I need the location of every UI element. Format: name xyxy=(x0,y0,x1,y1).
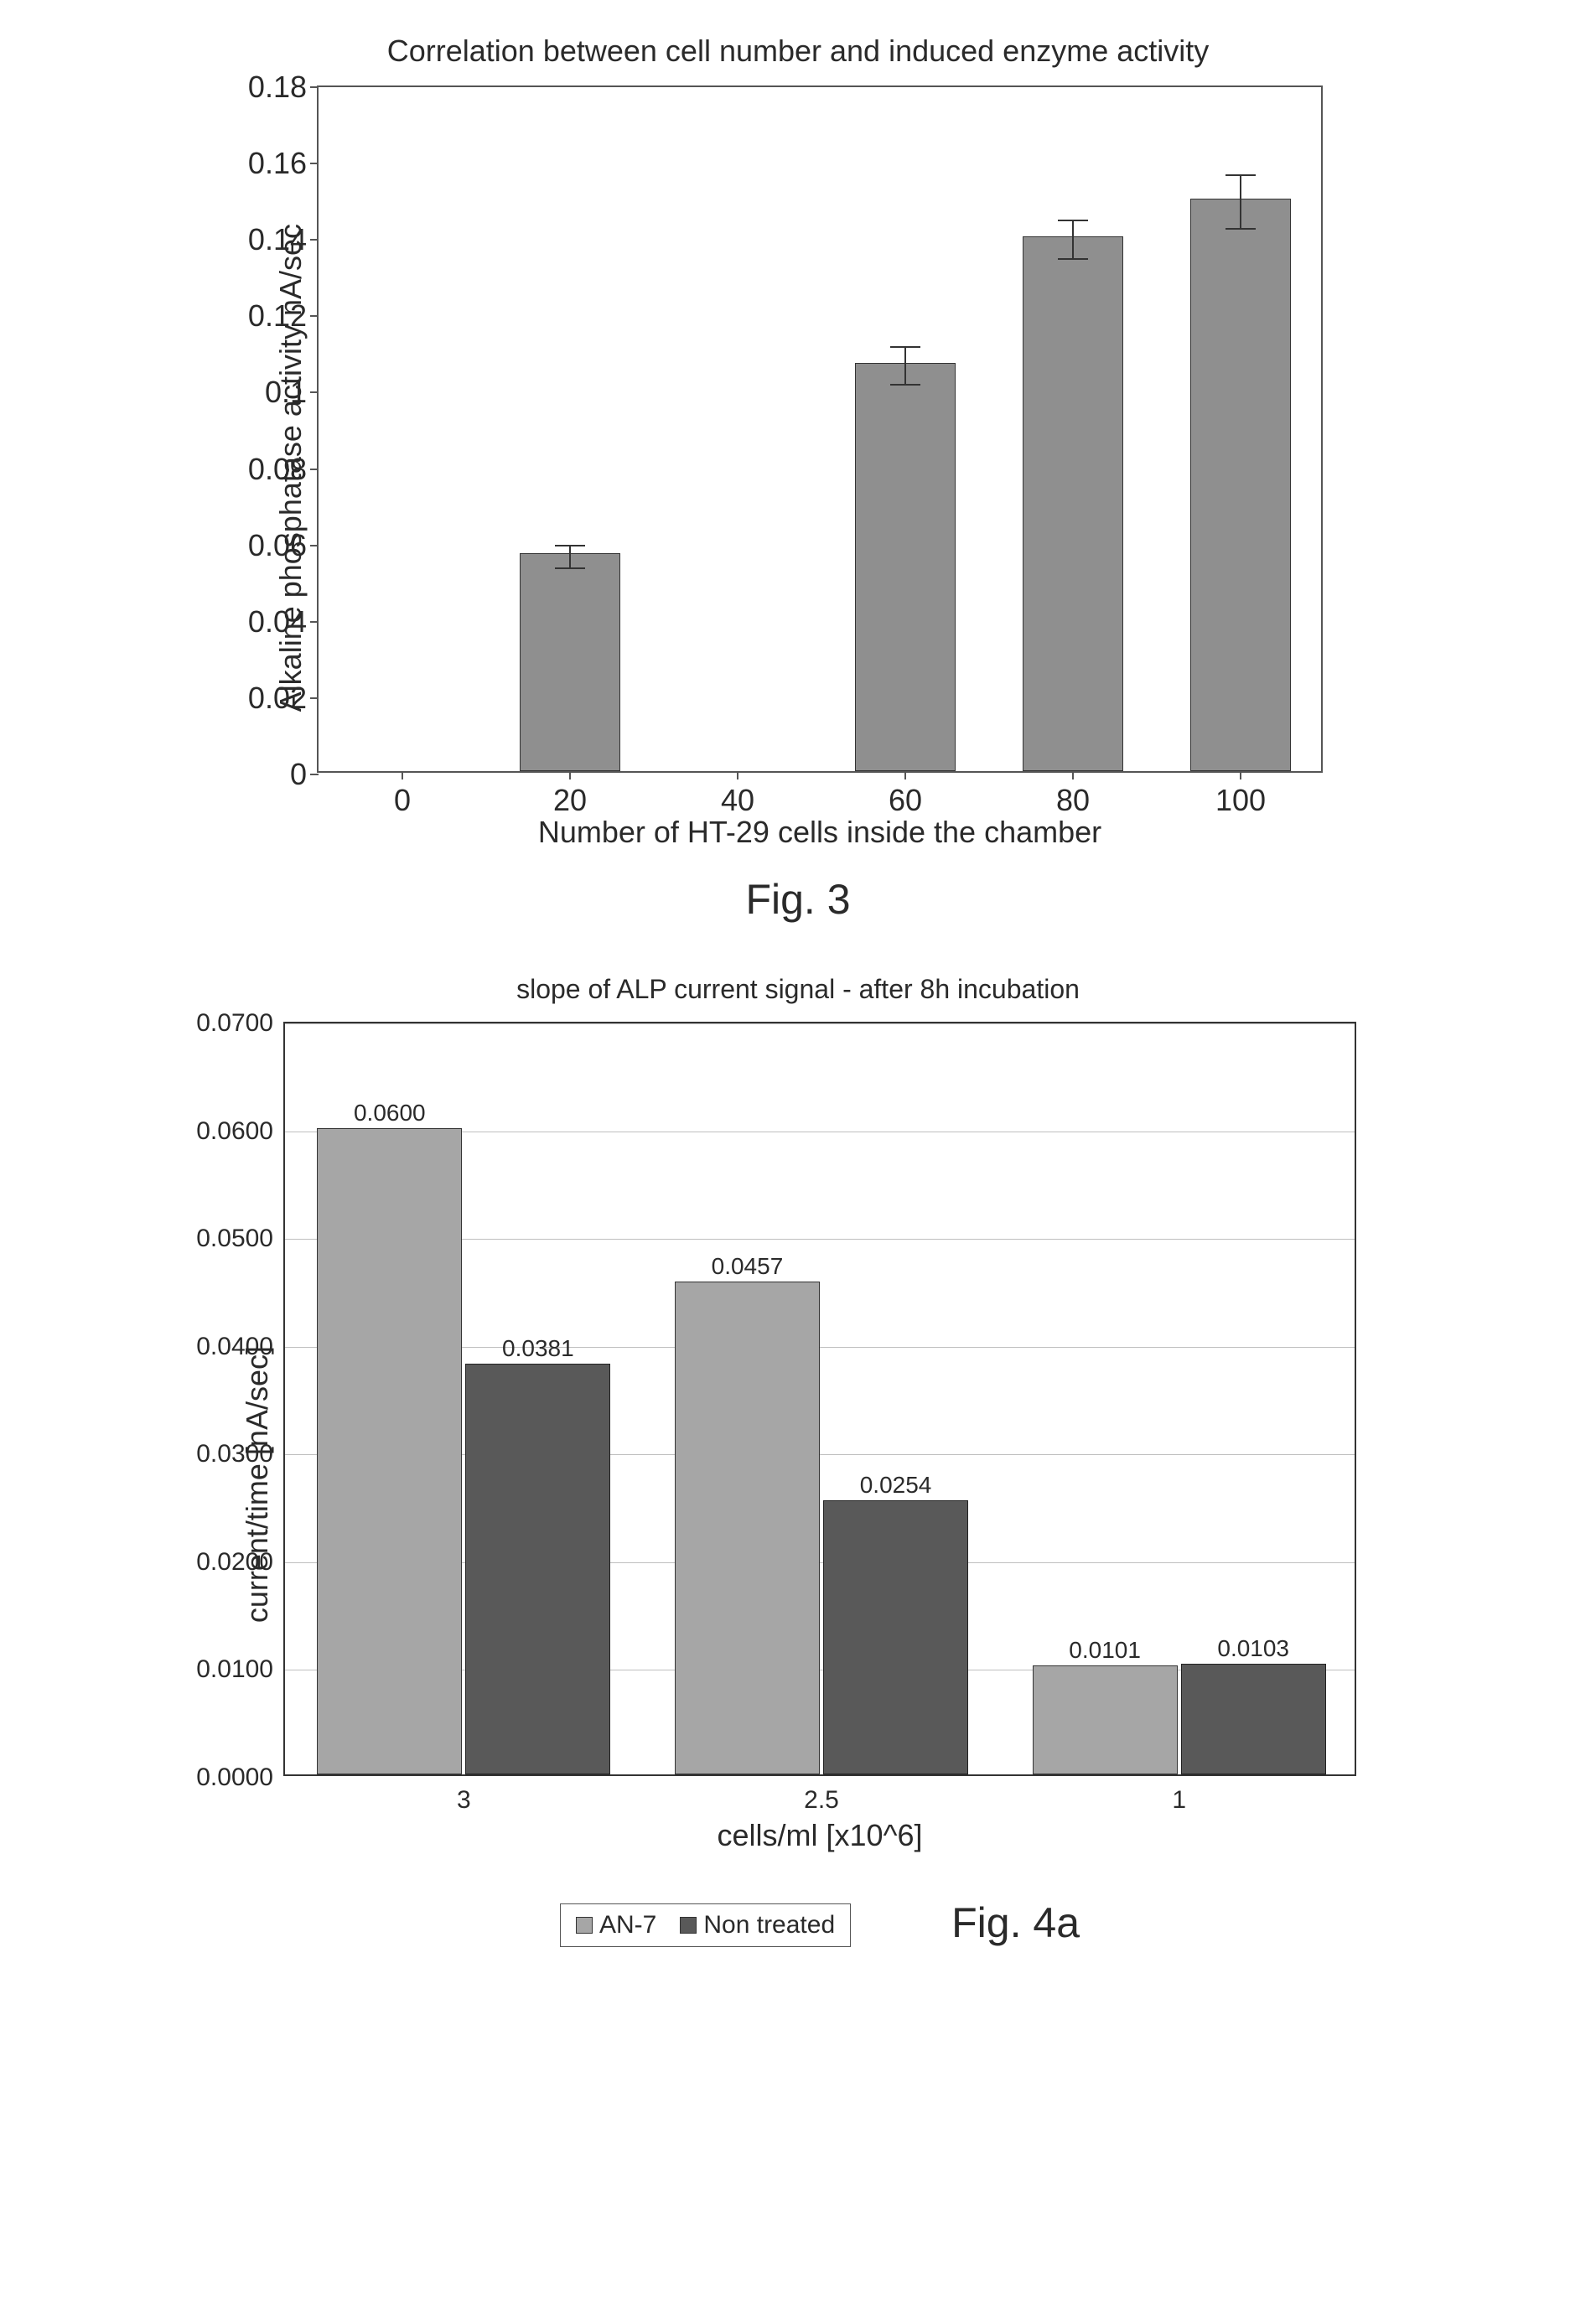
fig3-ytick-mark xyxy=(310,239,319,241)
fig4a-value-label: 0.0254 xyxy=(860,1472,932,1499)
fig3-bar xyxy=(1023,236,1123,771)
fig3-errorbar xyxy=(1072,220,1074,259)
fig3-xtick-mark xyxy=(569,771,571,779)
fig3-bar xyxy=(855,363,956,771)
fig4a-ytick-label: 0.0000 xyxy=(196,1763,273,1792)
fig3-xtick-label: 40 xyxy=(721,783,754,818)
fig4a-caption: Fig. 4a xyxy=(951,1898,1080,1947)
fig4a-value-label: 0.0457 xyxy=(712,1253,784,1280)
fig4a-gridline xyxy=(285,1023,1355,1024)
fig3-ytick-mark xyxy=(310,545,319,546)
fig4a-title: slope of ALP current signal - after 8h i… xyxy=(34,974,1562,1005)
fig3-errorbar-cap xyxy=(555,567,585,569)
fig4a-plot-area: 0.00000.01000.02000.03000.04000.05000.06… xyxy=(283,1022,1356,1776)
fig4a-x-axis-label: cells/ml [x10^6] xyxy=(718,1818,923,1853)
fig3-xtick-mark xyxy=(904,771,906,779)
fig4a-legend-label: Non treated xyxy=(703,1911,835,1940)
fig3-ytick-mark xyxy=(310,697,319,699)
fig3-xtick-mark xyxy=(737,771,738,779)
fig3-ytick-mark xyxy=(310,163,319,164)
fig4a-ytick-label: 0.0600 xyxy=(196,1117,273,1146)
fig4a-ytick-label: 0.0400 xyxy=(196,1333,273,1361)
fig3-xtick-label: 80 xyxy=(1056,783,1090,818)
fig4a-bar xyxy=(823,1500,968,1774)
fig3-errorbar-cap xyxy=(890,384,920,386)
fig4a-legend-swatch xyxy=(576,1917,593,1934)
fig4a-xtick-label: 3 xyxy=(457,1786,471,1815)
fig3-ytick-mark xyxy=(310,315,319,317)
fig3-xtick-mark xyxy=(1072,771,1074,779)
fig4a-value-label: 0.0600 xyxy=(354,1100,426,1126)
fig3-ytick-mark xyxy=(310,86,319,88)
fig3-ytick-label: 0.12 xyxy=(248,298,307,334)
fig3-xtick-label: 20 xyxy=(553,783,587,818)
fig3-ytick-mark xyxy=(310,621,319,623)
fig3-xtick-label: 60 xyxy=(889,783,922,818)
fig4a-legend: AN-7 Non treated xyxy=(560,1903,851,1947)
figure-3: Correlation between cell number and indu… xyxy=(34,34,1562,924)
fig3-errorbar-cap xyxy=(890,346,920,348)
fig3-errorbar xyxy=(904,347,906,386)
fig3-bar xyxy=(1190,199,1291,771)
fig4a-bar xyxy=(317,1128,462,1774)
fig3-ytick-label: 0.02 xyxy=(248,681,307,716)
fig4a-value-label: 0.0101 xyxy=(1069,1637,1141,1664)
fig3-ytick-label: 0.14 xyxy=(248,222,307,257)
fig3-errorbar-cap xyxy=(1226,228,1256,230)
fig4a-legend-label: AN-7 xyxy=(599,1911,656,1940)
fig3-ytick-label: 0.08 xyxy=(248,452,307,487)
fig3-ytick-mark xyxy=(310,391,319,393)
fig3-xtick-label: 100 xyxy=(1215,783,1266,818)
fig3-xtick-mark xyxy=(402,771,403,779)
fig3-xtick-label: 0 xyxy=(394,783,411,818)
fig4a-ytick-label: 0.0500 xyxy=(196,1225,273,1253)
fig3-errorbar-cap xyxy=(555,545,585,546)
fig3-errorbar xyxy=(1240,175,1241,229)
fig4a-legend-swatch xyxy=(680,1917,697,1934)
fig4a-value-label: 0.0381 xyxy=(502,1335,574,1362)
fig3-ytick-label: 0.04 xyxy=(248,604,307,640)
fig3-caption: Fig. 3 xyxy=(34,875,1562,924)
fig3-ytick-label: 0.06 xyxy=(248,528,307,563)
fig3-errorbar-cap xyxy=(1058,258,1088,260)
fig4a-bar xyxy=(1181,1664,1326,1774)
fig3-ytick-label: 0.18 xyxy=(248,70,307,105)
fig4a-legend-item: AN-7 xyxy=(576,1911,656,1940)
fig3-ytick-label: 0 xyxy=(290,757,307,792)
fig4a-ytick-label: 0.0100 xyxy=(196,1655,273,1684)
fig3-xtick-mark xyxy=(1240,771,1241,779)
fig4a-ytick-label: 0.0200 xyxy=(196,1548,273,1577)
fig4a-bar xyxy=(465,1364,610,1774)
fig4a-bar xyxy=(675,1282,820,1774)
fig4a-y-axis-label: current/time [nA/sec] xyxy=(240,1346,275,1623)
fig3-ytick-mark xyxy=(310,469,319,470)
fig3-errorbar-cap xyxy=(1058,220,1088,221)
fig4a-legend-item: Non treated xyxy=(680,1911,835,1940)
figure-4a: slope of ALP current signal - after 8h i… xyxy=(34,974,1562,1947)
fig3-ytick-label: 0.1 xyxy=(265,375,307,410)
fig3-title: Correlation between cell number and indu… xyxy=(34,34,1562,69)
fig3-bar xyxy=(520,553,620,771)
fig3-ytick-label: 0.16 xyxy=(248,146,307,181)
fig4a-ytick-label: 0.0300 xyxy=(196,1440,273,1468)
fig3-errorbar xyxy=(569,546,571,568)
fig4a-bar xyxy=(1033,1665,1178,1774)
fig3-plot-area: 00.020.040.060.080.10.120.140.160.180204… xyxy=(317,85,1323,773)
fig3-ytick-mark xyxy=(310,774,319,775)
fig3-x-axis-label: Number of HT-29 cells inside the chamber xyxy=(538,815,1101,850)
fig4a-xtick-label: 2.5 xyxy=(804,1786,839,1815)
fig4a-value-label: 0.0103 xyxy=(1217,1635,1289,1662)
fig4a-ytick-label: 0.0700 xyxy=(196,1009,273,1038)
fig3-errorbar-cap xyxy=(1226,174,1256,176)
fig4a-xtick-label: 1 xyxy=(1172,1786,1186,1815)
